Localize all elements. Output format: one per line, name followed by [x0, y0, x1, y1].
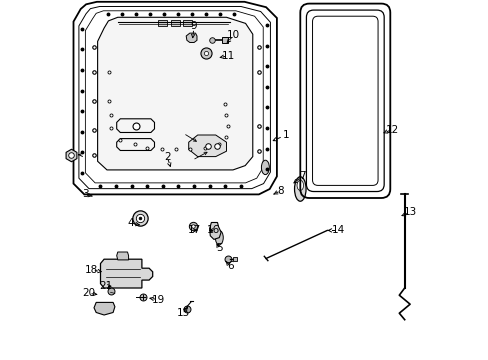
Text: 18: 18: [85, 265, 98, 275]
Text: 15: 15: [176, 308, 189, 318]
Text: 21: 21: [99, 281, 112, 291]
Text: 12: 12: [385, 125, 398, 135]
Text: 13: 13: [403, 207, 416, 217]
Text: 17: 17: [187, 225, 200, 235]
Text: 4: 4: [127, 218, 134, 228]
Polygon shape: [73, 2, 276, 194]
Ellipse shape: [296, 180, 303, 190]
Text: 9: 9: [190, 21, 197, 31]
Ellipse shape: [261, 160, 269, 175]
Text: 19: 19: [151, 294, 164, 305]
Text: 5: 5: [216, 243, 222, 253]
Text: 11: 11: [221, 51, 234, 61]
Text: 8: 8: [277, 186, 283, 196]
Polygon shape: [188, 135, 226, 157]
Bar: [158, 20, 167, 26]
Text: 10: 10: [226, 30, 240, 40]
Ellipse shape: [294, 177, 305, 201]
Text: 3: 3: [82, 189, 88, 199]
Polygon shape: [101, 259, 152, 288]
Text: 7: 7: [298, 171, 305, 181]
Text: 1: 1: [282, 130, 288, 140]
Text: 6: 6: [226, 261, 233, 271]
Polygon shape: [98, 17, 252, 170]
Polygon shape: [209, 222, 221, 239]
Text: 2: 2: [163, 152, 170, 162]
Polygon shape: [117, 252, 128, 260]
Bar: [183, 20, 192, 26]
Ellipse shape: [215, 230, 223, 245]
Text: 20: 20: [82, 288, 95, 298]
Polygon shape: [186, 33, 197, 42]
Text: 14: 14: [331, 225, 344, 235]
Text: 16: 16: [207, 225, 220, 235]
Bar: [170, 20, 179, 26]
Polygon shape: [94, 302, 115, 315]
